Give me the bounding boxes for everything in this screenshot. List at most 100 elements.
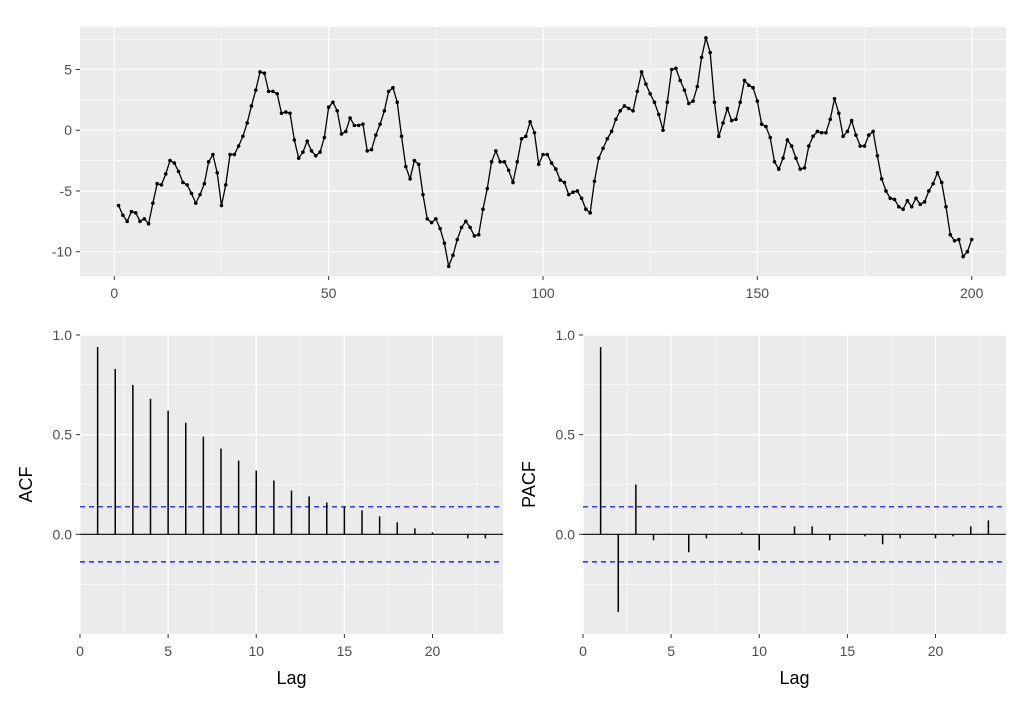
timeseries-point bbox=[202, 181, 207, 186]
timeseries-point bbox=[884, 189, 888, 193]
timeseries-point bbox=[622, 104, 627, 108]
timeseries-point bbox=[652, 100, 657, 105]
timeseries-point bbox=[498, 160, 502, 164]
timeseries-point bbox=[631, 109, 635, 113]
timeseries-point bbox=[931, 181, 935, 186]
timeseries-point bbox=[575, 189, 580, 193]
timeseries-point bbox=[369, 147, 374, 152]
timeseries-point bbox=[558, 178, 562, 182]
timeseries-point bbox=[969, 237, 974, 242]
timeseries-point bbox=[464, 219, 468, 224]
timeseries-point bbox=[837, 111, 841, 116]
timeseries-point bbox=[451, 253, 455, 258]
timeseries-point bbox=[176, 169, 181, 174]
timeseries-point bbox=[579, 196, 584, 201]
pacf-y-tick-label: 0.5 bbox=[556, 427, 576, 443]
timeseries-point bbox=[536, 162, 541, 167]
timeseries-point bbox=[944, 204, 948, 209]
timeseries-point bbox=[828, 117, 833, 122]
timeseries-point bbox=[794, 156, 798, 160]
timeseries-point bbox=[211, 152, 215, 157]
timeseries-point bbox=[871, 129, 875, 134]
pacf-y-tick-label: 1.0 bbox=[556, 327, 576, 343]
timeseries-point bbox=[506, 168, 511, 173]
timeseries-point bbox=[412, 158, 417, 163]
timeseries-point bbox=[455, 237, 460, 242]
timeseries-point bbox=[618, 109, 622, 113]
timeseries-point bbox=[901, 207, 905, 211]
timeseries-point bbox=[283, 110, 288, 114]
timeseries-point bbox=[892, 197, 897, 202]
timeseries-point bbox=[867, 133, 871, 137]
timeseries-point bbox=[914, 196, 918, 201]
timeseries-y-tick-label: -10 bbox=[52, 244, 72, 260]
timeseries-x-tick-label: 0 bbox=[110, 285, 118, 301]
pacf-panel: 0 5 10 15 20 0.0 0.5 1.0 Lag PACF bbox=[519, 327, 1006, 688]
timeseries-point bbox=[206, 160, 211, 164]
timeseries-point bbox=[669, 67, 674, 72]
timeseries-point bbox=[699, 55, 704, 60]
timeseries-point bbox=[682, 88, 687, 92]
pacf-x-tick-label: 0 bbox=[579, 643, 587, 659]
timeseries-point bbox=[309, 149, 314, 153]
timeseries-x-tick-label: 50 bbox=[321, 285, 337, 301]
timeseries-point bbox=[292, 138, 297, 142]
timeseries-point bbox=[253, 88, 258, 92]
pacf-x-tick-label: 20 bbox=[928, 643, 944, 659]
timeseries-point bbox=[189, 191, 194, 196]
timeseries-point bbox=[824, 130, 828, 135]
timeseries-point bbox=[365, 149, 370, 153]
timeseries-point bbox=[841, 134, 845, 139]
timeseries-point bbox=[249, 104, 254, 108]
timeseries-point bbox=[532, 130, 537, 135]
timeseries-point bbox=[374, 133, 378, 137]
acf-x-axis-title: Lag bbox=[276, 668, 306, 688]
timeseries-point bbox=[502, 160, 507, 164]
timeseries-x-tick-label: 200 bbox=[960, 285, 984, 301]
pacf-x-tick-label: 5 bbox=[667, 643, 675, 659]
acf-y-tick-label: 1.0 bbox=[53, 327, 73, 343]
timeseries-point bbox=[738, 100, 743, 105]
timeseries-point bbox=[404, 164, 408, 169]
timeseries-point bbox=[331, 100, 335, 105]
timeseries-point bbox=[421, 192, 425, 197]
timeseries-point bbox=[798, 167, 803, 171]
acf-x-tick-label: 10 bbox=[248, 643, 264, 659]
timeseries-point bbox=[275, 92, 280, 96]
timeseries-point bbox=[322, 135, 327, 140]
timeseries-point bbox=[296, 156, 301, 160]
timeseries-point bbox=[686, 101, 691, 106]
timeseries-point bbox=[716, 134, 721, 139]
timeseries-point bbox=[751, 85, 755, 90]
timeseries-point bbox=[305, 139, 310, 143]
acf-x-tick-label: 5 bbox=[164, 643, 172, 659]
timeseries-point bbox=[957, 237, 961, 242]
timeseries-point bbox=[674, 66, 678, 71]
timeseries-x-tick-label: 150 bbox=[746, 285, 770, 301]
timeseries-point bbox=[549, 161, 554, 165]
timeseries-point bbox=[909, 204, 914, 209]
timeseries-point bbox=[789, 144, 794, 148]
timeseries-point bbox=[854, 133, 858, 137]
timeseries-point bbox=[939, 180, 944, 185]
timeseries-point bbox=[849, 118, 854, 123]
timeseries-point bbox=[639, 70, 644, 74]
timeseries-point bbox=[116, 203, 121, 208]
timeseries-point bbox=[318, 150, 322, 154]
timeseries-point bbox=[155, 181, 159, 186]
timeseries-point bbox=[241, 134, 245, 139]
timeseries-point bbox=[459, 225, 464, 230]
timeseries-point bbox=[764, 124, 768, 129]
timeseries-point bbox=[125, 219, 129, 224]
timeseries-point bbox=[734, 117, 738, 122]
timeseries-point bbox=[121, 213, 125, 218]
timeseries-point bbox=[236, 144, 241, 148]
timeseries-point bbox=[626, 106, 631, 111]
timeseries-point bbox=[408, 177, 412, 181]
timeseries-point bbox=[271, 89, 275, 94]
timeseries-point bbox=[335, 109, 340, 113]
timeseries-point bbox=[266, 89, 271, 94]
timeseries-point bbox=[592, 179, 597, 184]
timeseries-point bbox=[691, 99, 695, 103]
